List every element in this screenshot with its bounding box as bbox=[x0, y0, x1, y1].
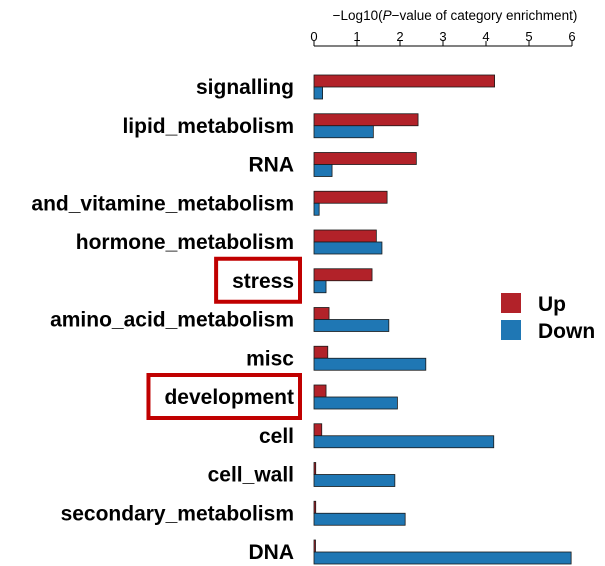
bar-up bbox=[313, 152, 417, 165]
category-label: and_vitamine_metabolism bbox=[31, 192, 294, 215]
category-label: cell bbox=[259, 425, 294, 448]
bar-down bbox=[313, 164, 333, 177]
bar-down bbox=[313, 396, 398, 410]
bar-up bbox=[313, 307, 330, 320]
x-tick-label: 5 bbox=[525, 29, 532, 44]
bar-up bbox=[313, 74, 496, 88]
x-tick-label: 1 bbox=[353, 29, 360, 44]
x-tick-label: 0 bbox=[310, 29, 317, 44]
category-label: cell_wall bbox=[208, 464, 294, 487]
highlight-boxes bbox=[146, 256, 302, 420]
highlight-box bbox=[146, 373, 302, 420]
bar-up bbox=[313, 113, 419, 127]
highlight-box bbox=[214, 256, 302, 304]
legend-swatch bbox=[501, 320, 521, 340]
legend-label: Up bbox=[538, 293, 566, 316]
x-tick-label: 2 bbox=[396, 29, 403, 44]
bar-up bbox=[313, 229, 377, 243]
legend-swatch bbox=[501, 293, 521, 313]
bar-up bbox=[313, 423, 323, 437]
legend-label: Down bbox=[538, 320, 595, 343]
category-label: RNA bbox=[249, 154, 295, 177]
category-label: signalling bbox=[196, 76, 294, 99]
category-label: stress bbox=[232, 270, 294, 293]
bar-down bbox=[313, 435, 495, 449]
bar-down bbox=[313, 319, 390, 332]
bar-down bbox=[313, 86, 324, 100]
category-labels: signalling lipid_metabolism RNA and_vitamin… bbox=[31, 76, 294, 564]
bar-down bbox=[313, 280, 327, 294]
bar-up bbox=[313, 500, 317, 514]
bars bbox=[313, 74, 572, 565]
category-label: misc bbox=[246, 347, 294, 370]
bar-down bbox=[313, 125, 374, 139]
category-label: secondary_metabolism bbox=[61, 502, 294, 525]
bar-down bbox=[313, 241, 383, 255]
x-axis-title-italic: P bbox=[383, 8, 392, 23]
legend: Up Down bbox=[501, 293, 595, 343]
category-label: development bbox=[164, 386, 294, 409]
bar-down bbox=[313, 551, 572, 565]
bar-up bbox=[313, 345, 329, 359]
category-label: lipid_metabolism bbox=[122, 115, 294, 138]
x-axis-title-prefix: −Log10( bbox=[333, 8, 383, 23]
category-label: DNA bbox=[249, 541, 295, 564]
category-label: hormone_metabolism bbox=[76, 231, 294, 254]
x-axis-title: −Log10(P−value of category enrichment) bbox=[333, 8, 578, 23]
bar-down bbox=[313, 357, 427, 371]
bar-down bbox=[313, 474, 396, 487]
bar-down bbox=[313, 512, 406, 526]
bar-up bbox=[313, 539, 316, 553]
x-tick-label: 4 bbox=[482, 29, 489, 44]
bar-up bbox=[313, 462, 317, 475]
bar-up bbox=[313, 268, 373, 282]
bar-up bbox=[313, 384, 327, 398]
bar-up bbox=[313, 190, 388, 204]
bar-down bbox=[313, 202, 320, 216]
x-tick-label: 3 bbox=[439, 29, 446, 44]
x-tick-label: 6 bbox=[568, 29, 575, 44]
category-label: amino_acid_metabolism bbox=[50, 309, 294, 332]
x-axis-title-suffix: −value of category enrichment) bbox=[392, 8, 578, 23]
x-axis: 0 1 2 3 4 5 6 bbox=[310, 29, 576, 47]
